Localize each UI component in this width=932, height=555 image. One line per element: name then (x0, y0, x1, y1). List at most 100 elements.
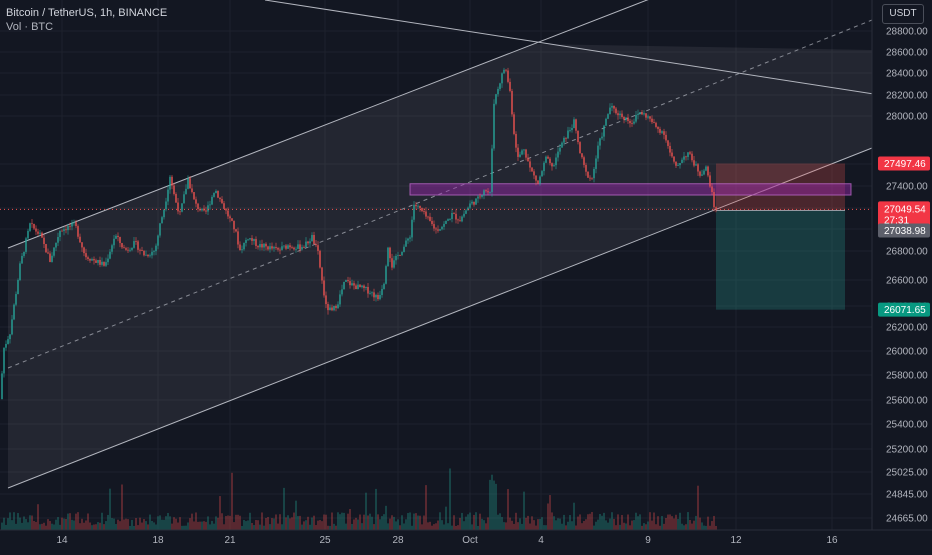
candle-body (293, 247, 295, 250)
volume-bar (667, 514, 669, 530)
volume-bar (51, 523, 53, 530)
candle-body (221, 199, 223, 204)
candle-body (241, 249, 243, 251)
volume-bar (225, 516, 227, 530)
candle-body (607, 114, 609, 119)
volume-bar (67, 513, 69, 530)
volume-bar (685, 524, 687, 530)
volume-bar (355, 517, 357, 530)
candle-body (215, 190, 217, 194)
candle-body (19, 263, 21, 280)
candle-body (697, 164, 699, 172)
candle-body (529, 161, 531, 168)
candle-body (399, 255, 401, 256)
candle-body (443, 223, 445, 227)
candle-body (681, 159, 683, 163)
volume-bar (271, 518, 273, 530)
volume-bar (127, 519, 129, 530)
candle-body (673, 156, 675, 162)
candle-body (679, 162, 681, 166)
candle-body (639, 112, 641, 114)
volume-bar (319, 520, 321, 530)
candle-body (569, 130, 571, 131)
candle-body (333, 305, 335, 311)
volume-bar (419, 515, 421, 530)
candle-body (97, 260, 99, 263)
candle-body (117, 235, 119, 238)
volume-bar (353, 519, 355, 530)
candle-body (647, 116, 649, 118)
volume-bar (447, 523, 449, 530)
candle-body (619, 113, 621, 116)
candle-body (523, 149, 525, 151)
price-tick-label: 26800.00 (886, 247, 928, 258)
candle-body (625, 117, 627, 120)
candle-body (5, 343, 7, 348)
volume-bar (21, 522, 23, 530)
volume-bar (521, 523, 523, 530)
volume-bar (361, 523, 363, 530)
currency-button[interactable]: USDT (882, 4, 924, 24)
volume-bar (373, 524, 375, 530)
candle-body (433, 224, 435, 229)
volume-bar (411, 525, 413, 530)
symbol-title[interactable]: Bitcoin / TetherUS, 1h, BINANCE (6, 7, 168, 19)
volume-bar (103, 524, 105, 530)
volume-bar (477, 525, 479, 530)
volume-bar (427, 522, 429, 530)
volume-bar (463, 521, 465, 530)
candle-body (29, 223, 31, 231)
volume-bar (231, 472, 233, 530)
volume-bar (287, 515, 289, 530)
volume-bar (145, 521, 147, 530)
volume-bar (267, 517, 269, 530)
price-tick-label: 28800.00 (886, 27, 928, 38)
candle-body (143, 250, 145, 256)
candle-body (317, 245, 319, 251)
candle-body (273, 247, 275, 249)
candle-body (525, 149, 527, 158)
volume-bar (383, 514, 385, 530)
time-tick-label: 12 (730, 535, 742, 546)
candle-body (173, 185, 175, 194)
volume-bar (87, 513, 89, 530)
volume-bar (239, 515, 241, 530)
volume-bar (479, 513, 481, 530)
volume-bar (617, 514, 619, 530)
volume-bar (385, 505, 387, 530)
volume-bar (481, 518, 483, 530)
candle-body (547, 156, 549, 159)
time-tick-label: 4 (538, 535, 544, 546)
volume-bar (445, 506, 447, 530)
volume-bar (299, 515, 301, 530)
volume-bar (27, 522, 29, 530)
volume-bar (153, 522, 155, 530)
candle-body (25, 238, 27, 252)
candle-body (219, 197, 221, 200)
volume-bar (313, 515, 315, 530)
volume-bar (405, 519, 407, 530)
volume-bar (515, 512, 517, 530)
volume-bar (285, 517, 287, 530)
volume-bar (435, 523, 437, 530)
candle-body (551, 163, 553, 167)
volume-bar (201, 521, 203, 530)
volume-bar (529, 523, 531, 530)
volume-bar (571, 521, 573, 530)
volume-bar (293, 512, 295, 530)
volume-bar (129, 525, 131, 530)
candle-body (549, 158, 551, 164)
volume-bar (649, 512, 651, 530)
candle-body (271, 246, 273, 249)
resistance-zone (409, 183, 852, 196)
candle-body (683, 156, 685, 160)
volume-bar (555, 520, 557, 530)
candle-body (337, 304, 339, 309)
volume-bar (151, 520, 153, 530)
volume-bar (83, 522, 85, 530)
volume-bar (689, 520, 691, 530)
volume-bar (147, 524, 149, 530)
candle-body (363, 285, 365, 288)
volume-bar (457, 525, 459, 530)
